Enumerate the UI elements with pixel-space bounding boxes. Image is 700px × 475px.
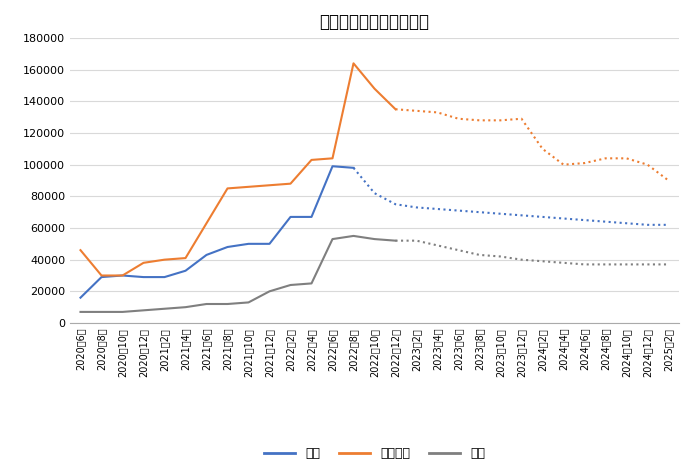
- 天然ガス: [181, 255, 190, 261]
- 天然ガス: [76, 247, 85, 253]
- 石炭: [97, 309, 106, 315]
- 石炭: [286, 282, 295, 288]
- 石油: [349, 165, 358, 171]
- 石油: [265, 241, 274, 247]
- 天然ガス: [223, 186, 232, 191]
- 石炭: [307, 281, 316, 286]
- 石油: [307, 214, 316, 220]
- 天然ガス: [307, 157, 316, 163]
- 石油: [286, 214, 295, 220]
- 石炭: [370, 236, 379, 242]
- 天然ガス: [139, 260, 148, 266]
- 石炭: [139, 307, 148, 313]
- 石炭: [265, 288, 274, 294]
- 石油: [202, 252, 211, 258]
- 天然ガス: [160, 257, 169, 263]
- 天然ガス: [97, 273, 106, 278]
- 石油: [118, 273, 127, 278]
- 石油: [76, 295, 85, 301]
- 石炭: [349, 233, 358, 239]
- 天然ガス: [265, 182, 274, 188]
- 石炭: [202, 301, 211, 307]
- 石炭: [118, 309, 127, 315]
- Line: 石炭: 石炭: [80, 236, 395, 312]
- 石油: [181, 268, 190, 274]
- 石油: [244, 241, 253, 247]
- 石炭: [391, 238, 400, 244]
- 石炭: [244, 300, 253, 305]
- Legend: 石油, 天然ガス, 石炭: 石油, 天然ガス, 石炭: [259, 442, 490, 465]
- Line: 天然ガス: 天然ガス: [80, 63, 395, 276]
- 天然ガス: [391, 106, 400, 112]
- 石油: [139, 274, 148, 280]
- 天然ガス: [370, 86, 379, 92]
- Title: 輸入燃料価格の推移予測: 輸入燃料価格の推移予測: [319, 13, 430, 31]
- 天然ガス: [349, 60, 358, 66]
- 石炭: [160, 306, 169, 312]
- 天然ガス: [118, 273, 127, 278]
- 石油: [97, 274, 106, 280]
- 石炭: [181, 304, 190, 310]
- 石炭: [328, 236, 337, 242]
- Line: 石油: 石油: [80, 166, 354, 298]
- 石油: [160, 274, 169, 280]
- 天然ガス: [202, 220, 211, 226]
- 石炭: [76, 309, 85, 315]
- 石油: [223, 244, 232, 250]
- 石油: [328, 163, 337, 169]
- 天然ガス: [244, 184, 253, 190]
- 天然ガス: [328, 155, 337, 161]
- 石炭: [223, 301, 232, 307]
- 天然ガス: [286, 181, 295, 187]
